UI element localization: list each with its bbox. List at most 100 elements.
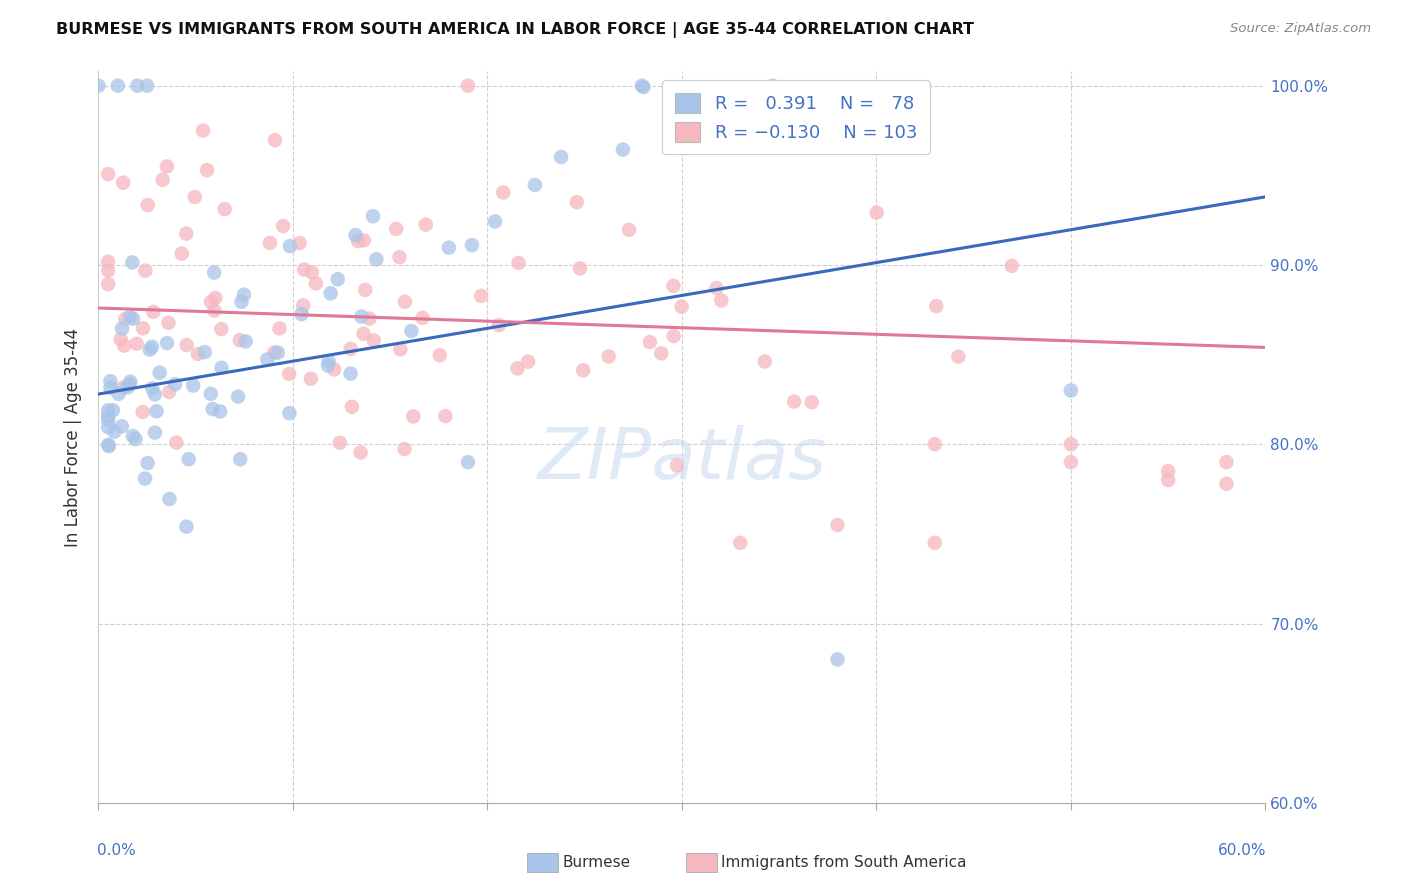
- Point: [508, 256, 530, 270]
- Point: [385, 222, 408, 236]
- Point: [492, 186, 515, 200]
- Point: [457, 78, 479, 93]
- Point: [194, 345, 217, 359]
- Point: [329, 435, 352, 450]
- Point: [107, 386, 129, 401]
- Point: [157, 491, 180, 506]
- Point: [301, 265, 323, 279]
- Point: [87, 78, 110, 93]
- Point: [256, 352, 278, 367]
- Point: [195, 163, 218, 178]
- Point: [157, 385, 180, 400]
- Point: [143, 387, 166, 401]
- Point: [122, 311, 145, 326]
- Point: [200, 386, 222, 401]
- Point: [201, 402, 224, 417]
- Point: [354, 283, 377, 297]
- Point: [110, 333, 132, 347]
- Point: [132, 405, 155, 419]
- Point: [612, 143, 634, 157]
- Point: [633, 80, 655, 95]
- Point: [134, 472, 156, 486]
- Point: [662, 329, 685, 343]
- Point: [263, 345, 285, 359]
- Point: [323, 362, 346, 376]
- Point: [1060, 437, 1083, 451]
- Point: [517, 354, 540, 368]
- Point: [100, 381, 122, 395]
- Point: [136, 198, 159, 212]
- Point: [97, 409, 120, 423]
- Point: [229, 452, 252, 467]
- Point: [97, 167, 120, 181]
- Point: [259, 235, 281, 250]
- Point: [278, 239, 301, 253]
- Point: [506, 361, 529, 376]
- Point: [112, 176, 135, 190]
- Point: [350, 310, 373, 324]
- Y-axis label: In Labor Force | Age 35-44: In Labor Force | Age 35-44: [65, 327, 83, 547]
- Point: [271, 219, 294, 233]
- Point: [827, 517, 849, 532]
- Point: [269, 321, 291, 335]
- Point: [112, 380, 135, 394]
- Point: [101, 403, 124, 417]
- Point: [226, 390, 249, 404]
- Point: [347, 234, 370, 248]
- Point: [470, 289, 492, 303]
- Point: [412, 310, 434, 325]
- Point: [666, 458, 689, 473]
- Point: [730, 536, 752, 550]
- Point: [671, 300, 693, 314]
- Point: [121, 255, 143, 269]
- Point: [318, 354, 340, 368]
- Point: [103, 425, 125, 439]
- Point: [948, 350, 970, 364]
- Point: [638, 334, 661, 349]
- Text: Source: ZipAtlas.com: Source: ZipAtlas.com: [1230, 22, 1371, 36]
- Point: [97, 254, 120, 268]
- Point: [457, 455, 479, 469]
- Point: [132, 321, 155, 335]
- Point: [754, 354, 776, 368]
- Point: [170, 246, 193, 260]
- Point: [202, 303, 225, 318]
- Point: [209, 322, 232, 336]
- Point: [361, 209, 384, 223]
- Point: [1157, 464, 1180, 478]
- Point: [136, 78, 159, 93]
- Point: [359, 311, 381, 326]
- Point: [142, 305, 165, 319]
- Point: [488, 318, 510, 332]
- Point: [401, 324, 423, 338]
- Point: [120, 375, 142, 389]
- Point: [1215, 455, 1237, 469]
- Point: [339, 367, 361, 381]
- Point: [523, 178, 546, 192]
- Point: [111, 321, 134, 335]
- Point: [127, 78, 149, 93]
- Point: [143, 425, 166, 440]
- Point: [211, 360, 233, 375]
- Point: [117, 380, 139, 394]
- Point: [299, 372, 322, 386]
- Point: [278, 406, 301, 420]
- Point: [461, 238, 484, 252]
- Point: [184, 190, 207, 204]
- Point: [389, 343, 412, 357]
- Point: [344, 228, 367, 243]
- Point: [97, 263, 120, 277]
- Point: [214, 202, 236, 216]
- Point: [157, 316, 180, 330]
- Text: BURMESE VS IMMIGRANTS FROM SOUTH AMERICA IN LABOR FORCE | AGE 35-44 CORRELATION : BURMESE VS IMMIGRANTS FROM SOUTH AMERICA…: [56, 22, 974, 38]
- Point: [290, 307, 312, 321]
- Point: [141, 340, 163, 354]
- Point: [177, 452, 200, 467]
- Point: [231, 294, 253, 309]
- Point: [800, 395, 823, 409]
- Text: Burmese: Burmese: [562, 855, 630, 870]
- Point: [97, 420, 120, 434]
- Point: [292, 298, 315, 312]
- Point: [437, 241, 460, 255]
- Point: [706, 281, 728, 295]
